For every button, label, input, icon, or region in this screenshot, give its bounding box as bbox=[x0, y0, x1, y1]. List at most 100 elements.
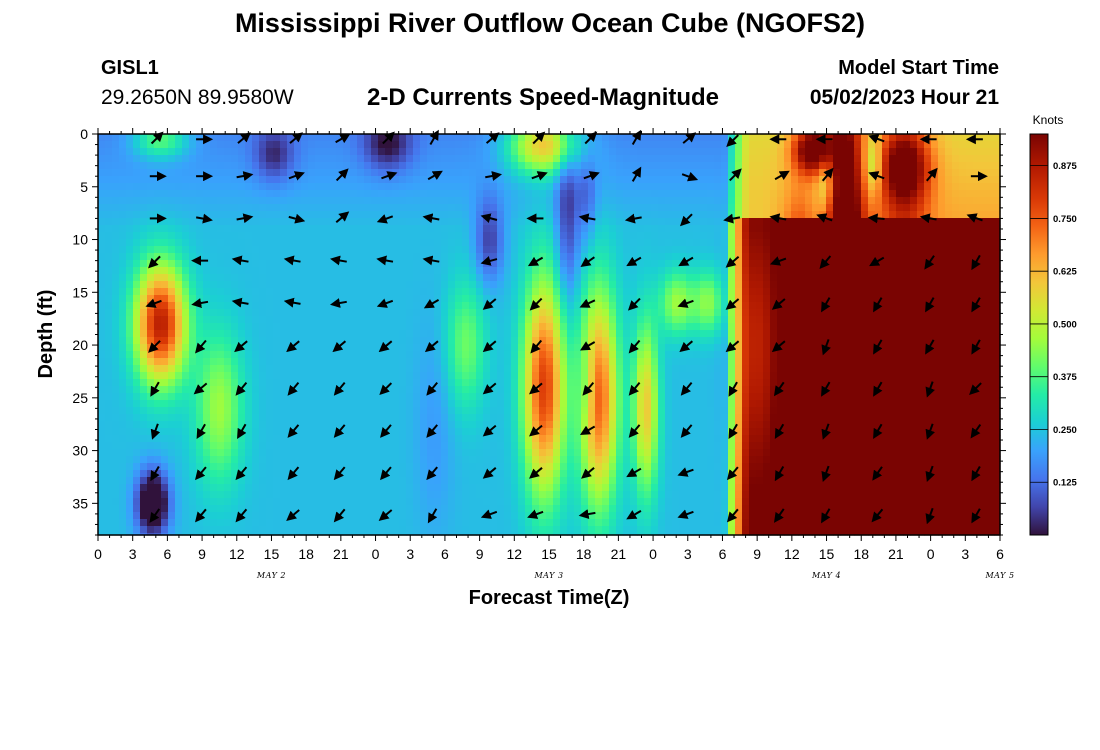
heatmap-cell bbox=[763, 372, 771, 380]
heatmap-cell bbox=[322, 386, 330, 394]
heatmap-cell bbox=[707, 169, 715, 177]
heatmap-cell bbox=[637, 302, 645, 310]
heatmap-cell bbox=[861, 232, 869, 240]
heatmap-cell bbox=[721, 386, 729, 394]
heatmap-cell bbox=[875, 162, 883, 170]
heatmap-cell bbox=[266, 225, 274, 233]
heatmap-cell bbox=[469, 267, 477, 275]
heatmap-cell bbox=[868, 316, 876, 324]
heatmap-cell bbox=[777, 288, 785, 296]
heatmap-cell bbox=[637, 358, 645, 366]
heatmap-cell bbox=[182, 267, 190, 275]
heatmap-cell bbox=[532, 379, 540, 387]
heatmap-cell bbox=[658, 379, 666, 387]
heatmap-cell bbox=[511, 239, 519, 247]
heatmap-cell bbox=[938, 344, 946, 352]
heatmap-cell bbox=[126, 379, 134, 387]
heatmap-cell bbox=[161, 330, 169, 338]
heatmap-cell bbox=[553, 155, 561, 163]
heatmap-cell bbox=[931, 190, 939, 198]
heatmap-cell bbox=[434, 337, 442, 345]
heatmap-cell bbox=[686, 351, 694, 359]
heatmap-cell bbox=[280, 288, 288, 296]
heatmap-cell bbox=[924, 393, 932, 401]
heatmap-cell bbox=[861, 337, 869, 345]
heatmap-cell bbox=[959, 302, 967, 310]
heatmap-cell bbox=[595, 162, 603, 170]
heatmap-cell bbox=[147, 197, 155, 205]
heatmap-cell bbox=[868, 358, 876, 366]
heatmap-cell bbox=[112, 232, 120, 240]
heatmap-cell bbox=[658, 351, 666, 359]
heatmap-cell bbox=[693, 176, 701, 184]
heatmap-cell bbox=[840, 330, 848, 338]
heatmap-cell bbox=[217, 281, 225, 289]
heatmap-cell bbox=[553, 372, 561, 380]
heatmap-cell bbox=[126, 393, 134, 401]
heatmap-cell bbox=[966, 155, 974, 163]
heatmap-cell bbox=[651, 365, 659, 373]
heatmap-cell bbox=[462, 253, 470, 261]
heatmap-cell bbox=[994, 239, 1001, 247]
heatmap-cell bbox=[168, 239, 176, 247]
heatmap-cell bbox=[315, 253, 323, 261]
heatmap-cell bbox=[378, 134, 386, 142]
heatmap-cell bbox=[441, 190, 449, 198]
heatmap-cell bbox=[868, 302, 876, 310]
heatmap-cell bbox=[749, 176, 757, 184]
heatmap-cell bbox=[357, 393, 365, 401]
heatmap-cell bbox=[343, 344, 351, 352]
heatmap-cell bbox=[441, 330, 449, 338]
heatmap-cell bbox=[896, 316, 904, 324]
heatmap-cell bbox=[371, 134, 379, 142]
heatmap-cell bbox=[273, 309, 281, 317]
heatmap-cell bbox=[952, 309, 960, 317]
heatmap-cell bbox=[700, 141, 708, 149]
heatmap-cell bbox=[245, 190, 253, 198]
heatmap-cell bbox=[245, 225, 253, 233]
heatmap-cell bbox=[756, 337, 764, 345]
heatmap-cell bbox=[567, 365, 575, 373]
heatmap-cell bbox=[861, 302, 869, 310]
heatmap-cell bbox=[889, 351, 897, 359]
heatmap-cell bbox=[133, 295, 141, 303]
heatmap-cell bbox=[322, 141, 330, 149]
heatmap-cell bbox=[945, 169, 953, 177]
heatmap-cell bbox=[840, 358, 848, 366]
heatmap-cell bbox=[364, 393, 372, 401]
heatmap-cell bbox=[903, 218, 911, 226]
heatmap-cell bbox=[350, 274, 358, 282]
heatmap-cell bbox=[791, 267, 799, 275]
heatmap-cell bbox=[910, 365, 918, 373]
heatmap-cell bbox=[329, 225, 337, 233]
heatmap-cell bbox=[847, 386, 855, 394]
heatmap-cell bbox=[840, 344, 848, 352]
heatmap-cell bbox=[623, 316, 631, 324]
heatmap-cell bbox=[749, 323, 757, 331]
heatmap-cell bbox=[133, 197, 141, 205]
heatmap-cell bbox=[672, 316, 680, 324]
heatmap-cell bbox=[742, 148, 750, 156]
heatmap-cell bbox=[413, 330, 421, 338]
heatmap-cell bbox=[350, 351, 358, 359]
heatmap-cell bbox=[385, 316, 393, 324]
heatmap-cell bbox=[483, 155, 491, 163]
heatmap-cell bbox=[714, 309, 722, 317]
heatmap-cell bbox=[539, 190, 547, 198]
heatmap-cell bbox=[189, 337, 197, 345]
heatmap-cell bbox=[371, 204, 379, 212]
heatmap-cell bbox=[371, 351, 379, 359]
heatmap-cell bbox=[924, 379, 932, 387]
heatmap-cell bbox=[903, 288, 911, 296]
heatmap-cell bbox=[798, 162, 806, 170]
heatmap-cell bbox=[392, 260, 400, 268]
heatmap-cell bbox=[189, 162, 197, 170]
heatmap-cell bbox=[259, 169, 267, 177]
heatmap-cell bbox=[917, 218, 925, 226]
heatmap-cell bbox=[154, 148, 162, 156]
heatmap-cell bbox=[861, 211, 869, 219]
heatmap-cell bbox=[462, 358, 470, 366]
heatmap-cell bbox=[140, 253, 148, 261]
heatmap-cell bbox=[917, 393, 925, 401]
heatmap-cell bbox=[434, 267, 442, 275]
